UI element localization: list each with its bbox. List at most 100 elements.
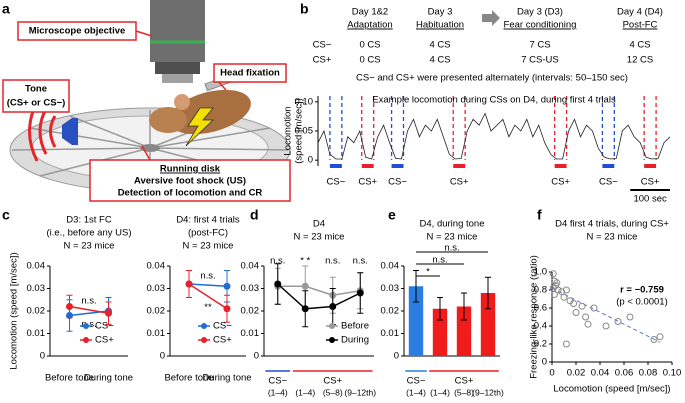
annotation: (p < 0.0001) — [616, 297, 668, 308]
chart-subtitle: (post-FC) — [188, 228, 228, 239]
point — [560, 293, 568, 301]
x-tick-label: (9–12th) — [472, 387, 504, 397]
protocol-note: CS− and CS+ were presented alternately (… — [356, 73, 628, 84]
y-tick-label: 0 — [254, 351, 259, 362]
event-label: CS+ — [641, 177, 660, 188]
legend-dot — [329, 323, 335, 329]
event-bar — [329, 164, 342, 168]
point — [223, 282, 231, 290]
series-line — [277, 283, 361, 310]
x-tick-label: (1–4) — [268, 387, 288, 397]
point — [223, 305, 231, 313]
event-label: CS+ — [551, 177, 570, 188]
point — [572, 309, 580, 316]
comparison-label: n.s. — [432, 255, 447, 266]
point — [549, 284, 557, 292]
annotation: n.s. — [81, 295, 96, 306]
objective-tip — [155, 62, 200, 74]
point — [185, 280, 193, 288]
event-label: CS+ — [450, 177, 469, 188]
chart-title: D4 — [313, 219, 325, 230]
chart-note: N = 23 mice — [427, 232, 478, 243]
point — [626, 313, 634, 321]
point — [584, 320, 592, 328]
x-tick-label: (1–4) — [406, 387, 426, 397]
phase-label: Adaptation — [347, 20, 392, 31]
legend-dot — [201, 323, 207, 329]
point — [590, 304, 598, 312]
legend-dot — [83, 323, 89, 329]
y-tick-label: 0.02 — [241, 306, 260, 317]
day-label: Day 3 — [428, 7, 453, 18]
comparison-label: n.s. — [444, 243, 459, 254]
legend-label: CS− — [213, 321, 232, 332]
bar — [456, 306, 472, 356]
cell: 7 CS — [529, 40, 550, 51]
point — [550, 291, 558, 298]
x-tick-label: 0.02 — [567, 368, 586, 379]
event-bar — [453, 164, 466, 168]
annotation: n.s. — [353, 256, 368, 267]
day-label: Day 3 (D3) — [517, 7, 563, 18]
legend-dot — [201, 337, 207, 343]
point — [549, 270, 557, 278]
point — [66, 303, 73, 310]
y-tick-label: 0.04 — [381, 261, 400, 272]
point — [656, 333, 664, 341]
event-bar — [644, 164, 657, 168]
cell: 4 CS — [429, 40, 450, 51]
y-tick-label: 0.05 — [295, 126, 314, 137]
event-label: CS− — [327, 177, 346, 188]
point — [582, 313, 590, 321]
cell: 7 CS-US — [521, 55, 558, 66]
annotation: ** — [204, 302, 212, 313]
x-tick-label: During tone — [84, 373, 133, 384]
y-tick-label: 0.04 — [241, 261, 260, 272]
trace — [317, 112, 671, 160]
label-box — [89, 159, 291, 202]
row-label: CS− — [313, 40, 332, 51]
annotation: n.s. — [200, 271, 215, 282]
event-bar — [361, 164, 374, 168]
legend-label: Before — [341, 321, 369, 332]
objective-lens — [162, 74, 193, 83]
point — [562, 286, 570, 294]
x-axis-label: Locomotion (speed [m/sec]) — [553, 384, 670, 395]
cell: 0 CS — [359, 40, 380, 51]
y-tick-label: 0.04 — [147, 261, 166, 272]
y-tick-label: 0 — [308, 155, 313, 166]
panel-label: f — [537, 207, 542, 223]
head-label: Head fixation — [220, 68, 280, 79]
y-tick-label: 0 — [394, 351, 399, 362]
bar — [480, 293, 496, 356]
comparison-label: * — [426, 267, 430, 278]
point — [602, 322, 610, 330]
label-box — [17, 21, 137, 41]
event-bar — [391, 164, 404, 168]
y-tick-label: 0.02 — [147, 306, 166, 317]
group-label: CS+ — [455, 376, 474, 387]
point — [356, 289, 364, 297]
day-label: Day 4 (D4) — [617, 7, 663, 18]
series-line — [277, 285, 361, 297]
annotation: n.s. — [81, 319, 96, 330]
point — [301, 282, 309, 290]
group-label: CS− — [268, 376, 287, 387]
legend-label: CS− — [95, 321, 114, 332]
series-line — [188, 283, 228, 287]
panel-label: d — [250, 207, 259, 223]
point — [562, 340, 570, 348]
y-tick-label: 0.04 — [27, 261, 46, 272]
series-line — [69, 305, 109, 314]
chart-title: D3: 1st FC — [66, 215, 112, 226]
y-tick-label: 0 — [40, 351, 45, 362]
x-tick-label: (1–4) — [295, 387, 315, 397]
y-axis-label: (speed [m/sec]) — [294, 98, 305, 163]
y-tick-label: 0.03 — [381, 283, 400, 294]
y-tick-label: 0.6 — [534, 303, 547, 314]
y-tick-label: 0.2 — [534, 339, 547, 350]
y-tick-label: 0.03 — [241, 283, 260, 294]
y-tick-label: 0 — [160, 351, 165, 362]
y-tick-label: 1.0 — [534, 267, 547, 278]
point — [554, 286, 562, 294]
